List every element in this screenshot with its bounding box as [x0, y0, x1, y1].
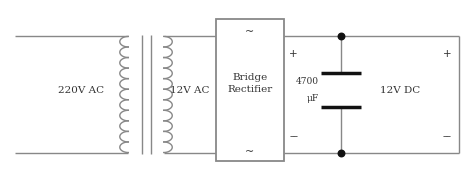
- Text: 4700: 4700: [296, 77, 319, 86]
- Text: +: +: [443, 49, 452, 59]
- Bar: [216, 19, 284, 161]
- Text: +: +: [290, 49, 298, 59]
- Text: ––: ––: [443, 132, 452, 141]
- Point: [337, 35, 345, 38]
- Text: ––: ––: [289, 132, 298, 141]
- Text: Bridge
Rectifier: Bridge Rectifier: [228, 73, 273, 94]
- Text: ~: ~: [246, 147, 255, 157]
- Text: μF: μF: [307, 94, 319, 103]
- Text: 220V AC: 220V AC: [58, 86, 104, 94]
- Text: ~: ~: [246, 27, 255, 37]
- Point: [337, 151, 345, 154]
- Text: 12V DC: 12V DC: [380, 86, 420, 94]
- Text: 12V AC: 12V AC: [170, 86, 210, 94]
